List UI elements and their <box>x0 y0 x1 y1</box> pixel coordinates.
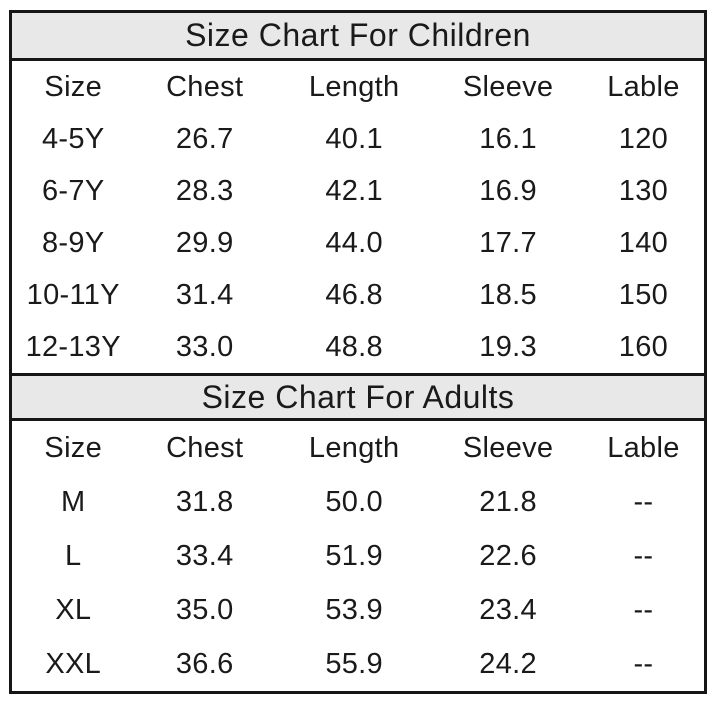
column-header-size: Size <box>44 70 103 103</box>
table-row: XXL 36.6 55.9 24.2 -- <box>12 637 704 691</box>
children-table-header-row: Size Chest Length Sleeve Lable <box>12 61 704 113</box>
table-cell: 28.3 <box>175 174 234 207</box>
table-cell: 31.4 <box>175 278 234 311</box>
table-cell: 160 <box>618 330 669 363</box>
table-cell: -- <box>633 485 654 518</box>
table-cell: 26.7 <box>175 122 234 155</box>
table-cell: 4-5Y <box>42 122 105 155</box>
table-row: L 33.4 51.9 22.6 -- <box>12 529 704 583</box>
table-cell: 12-13Y <box>25 330 121 363</box>
column-header-chest: Chest <box>166 70 244 103</box>
children-size-table: Size Chest Length Sleeve Lable 4-5Y 26.7 4… <box>12 61 704 373</box>
table-cell: 50.0 <box>325 485 383 518</box>
table-cell: 40.1 <box>325 122 383 155</box>
column-header-lable: Lable <box>607 70 680 103</box>
adults-table-header-row: Size Chest Length Sleeve Lable <box>12 421 704 475</box>
column-header-lable: Lable <box>607 431 680 464</box>
table-cell: 6-7Y <box>42 174 105 207</box>
table-cell: 19.3 <box>479 330 537 363</box>
table-cell: 31.8 <box>175 485 234 518</box>
table-cell: 51.9 <box>325 539 383 572</box>
table-cell: 150 <box>618 278 669 311</box>
table-cell: 22.6 <box>479 539 537 572</box>
table-cell: -- <box>633 647 654 680</box>
table-row: 4-5Y 26.7 40.1 16.1 120 <box>12 113 704 165</box>
column-header-sleeve: Sleeve <box>462 431 554 464</box>
table-cell: XXL <box>45 647 102 680</box>
table-cell: 23.4 <box>479 593 537 626</box>
table-cell: 10-11Y <box>26 278 120 311</box>
table-cell: 130 <box>618 174 669 207</box>
table-cell: 17.7 <box>479 226 537 259</box>
column-header-chest: Chest <box>166 431 244 464</box>
table-cell: M <box>61 485 86 518</box>
table-cell: L <box>65 539 82 572</box>
table-cell: 46.8 <box>325 278 383 311</box>
table-row: 8-9Y 29.9 44.0 17.7 140 <box>12 217 704 269</box>
table-cell: 16.9 <box>479 174 537 207</box>
adults-size-chart-section: Size Chart For Adults Size Chest Length … <box>12 373 704 691</box>
children-size-chart-section: Size Chart For Children Size Chest Lengt… <box>12 13 704 373</box>
table-cell: 44.0 <box>325 226 383 259</box>
adults-size-table: Size Chest Length Sleeve Lable M 31.8 50.0… <box>12 421 704 691</box>
table-cell: 140 <box>618 226 669 259</box>
column-header-length: Length <box>308 431 400 464</box>
adults-chart-title: Size Chart For Adults <box>12 373 704 421</box>
table-cell: 33.0 <box>175 330 234 363</box>
table-cell: 48.8 <box>325 330 383 363</box>
children-chart-title: Size Chart For Children <box>12 13 704 61</box>
table-cell: 18.5 <box>479 278 537 311</box>
table-cell: 8-9Y <box>42 226 105 259</box>
table-cell: -- <box>633 593 654 626</box>
table-cell: 16.1 <box>479 122 537 155</box>
table-row: 10-11Y 31.4 46.8 18.5 150 <box>12 269 704 321</box>
size-chart: Size Chart For Children Size Chest Lengt… <box>9 10 707 694</box>
table-row: 6-7Y 28.3 42.1 16.9 130 <box>12 165 704 217</box>
table-cell: -- <box>633 539 654 572</box>
table-cell: 21.8 <box>479 485 537 518</box>
table-cell: 33.4 <box>175 539 234 572</box>
column-header-sleeve: Sleeve <box>462 70 554 103</box>
page: { "theme": { "band_bg": "#e8e8e8", "bord… <box>0 10 720 728</box>
table-row: XL 35.0 53.9 23.4 -- <box>12 583 704 637</box>
table-cell: 29.9 <box>175 226 234 259</box>
table-cell: 35.0 <box>175 593 234 626</box>
column-header-size: Size <box>44 431 103 464</box>
table-cell: 55.9 <box>325 647 383 680</box>
table-row: M 31.8 50.0 21.8 -- <box>12 475 704 529</box>
table-row: 12-13Y 33.0 48.8 19.3 160 <box>12 321 704 373</box>
table-cell: 36.6 <box>175 647 234 680</box>
table-cell: 42.1 <box>325 174 383 207</box>
column-header-length: Length <box>308 70 400 103</box>
table-cell: 120 <box>618 122 669 155</box>
table-cell: 24.2 <box>479 647 537 680</box>
table-cell: XL <box>55 593 92 626</box>
table-cell: 53.9 <box>325 593 383 626</box>
